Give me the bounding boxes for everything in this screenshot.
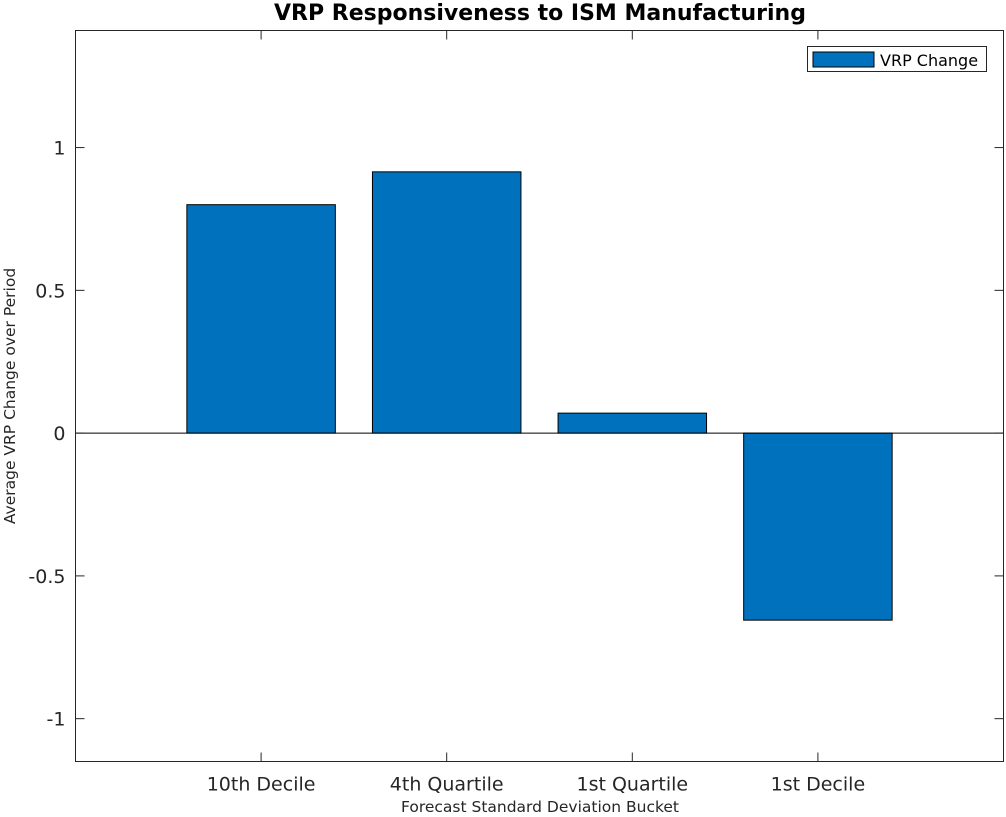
y-tick-label: -0.5 <box>28 566 65 588</box>
x-axis-ticks: 10th Decile 4th Quartile 1st Quartile 1st D… <box>207 30 866 796</box>
x-tick-label: 1st Quartile <box>576 774 688 796</box>
chart-title: VRP Responsiveness to ISM Manufacturing <box>274 1 806 26</box>
legend: VRP Change <box>807 46 987 72</box>
bar-10th-decile <box>186 204 336 434</box>
bar-4th-quartile <box>371 171 522 434</box>
y-axis-label: Average VRP Change over Period <box>1 268 19 524</box>
x-tick-label: 10th Decile <box>207 774 316 796</box>
y-tick-label: -1 <box>47 709 66 731</box>
legend-swatch <box>812 51 875 68</box>
y-axis-ticks: 1 0.5 0 -0.5 -1 <box>28 138 1004 731</box>
y-tick-label: 0 <box>53 423 65 445</box>
bars-group <box>186 171 893 621</box>
y-tick-label: 0.5 <box>35 280 65 302</box>
bar-1st-decile <box>743 432 893 621</box>
bar-1st-quartile <box>557 412 708 434</box>
x-axis-label: Forecast Standard Deviation Bucket <box>401 798 679 816</box>
y-tick-label: 1 <box>53 138 65 160</box>
x-tick-label: 1st Decile <box>771 774 866 796</box>
legend-label-vrp-change: VRP Change <box>880 51 978 70</box>
x-tick-label: 4th Quartile <box>390 774 504 796</box>
